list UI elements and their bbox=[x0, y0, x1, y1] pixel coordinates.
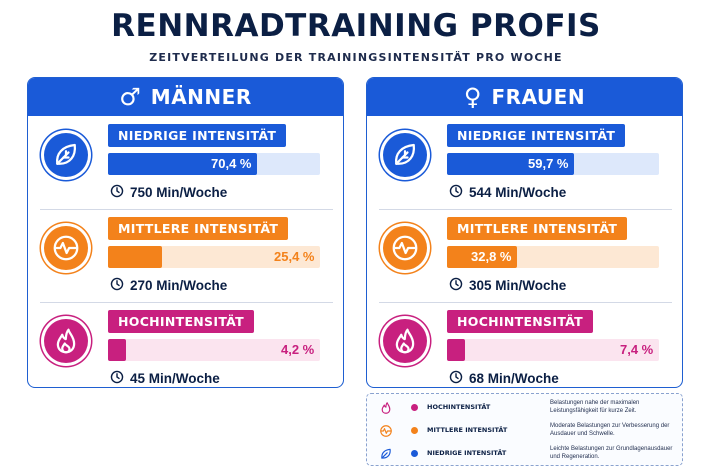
minutes-per-week: 305 Min/Woche bbox=[449, 277, 566, 294]
female-symbol-icon: ♀ bbox=[463, 83, 482, 111]
intensity-label: NIEDRIGE INTENSITÄT bbox=[447, 124, 626, 147]
leaf-icon bbox=[383, 133, 427, 177]
minutes-per-week: 544 Min/Woche bbox=[449, 184, 566, 201]
legend-item-low: NIEDRIGE INTENSITÄT Leichte Belastungen z… bbox=[367, 443, 684, 465]
minutes-text: 544 Min/Woche bbox=[469, 185, 567, 200]
legend-name: NIEDRIGE INTENSITÄT bbox=[427, 449, 507, 457]
intensity-row-low: NIEDRIGE INTENSITÄT 70,4 % 750 Min/Woche bbox=[28, 118, 343, 208]
bar-track: 4,2 % bbox=[108, 339, 320, 361]
bar-fill bbox=[447, 153, 574, 175]
minutes-text: 270 Min/Woche bbox=[130, 278, 228, 293]
minutes-text: 305 Min/Woche bbox=[469, 278, 567, 293]
clock-icon bbox=[110, 277, 124, 294]
bar-track: 32,8 % bbox=[447, 246, 659, 268]
pulse-icon bbox=[44, 226, 88, 270]
intensity-label: NIEDRIGE INTENSITÄT bbox=[108, 124, 287, 147]
percent-label: 32,8 % bbox=[471, 249, 512, 264]
panel-header: ♂ MÄNNER bbox=[28, 78, 343, 116]
intensity-label: MITTLERE INTENSITÄT bbox=[108, 217, 289, 240]
bar-fill bbox=[108, 153, 257, 175]
chart-title: RENNRADTRAINING PROFIS bbox=[111, 8, 601, 44]
clock-icon bbox=[449, 277, 463, 294]
bar-fill bbox=[447, 246, 517, 268]
percent-label: 25,4 % bbox=[274, 249, 315, 264]
intensity-row-mid: MITTLERE INTENSITÄT 32,8 % 305 Min/Woche bbox=[367, 211, 682, 301]
panel-frauen: ♀ FRAUEN NIEDRIGE INTENSITÄT 59,7 % 544 Mi… bbox=[366, 77, 683, 388]
panel-maenner: ♂ MÄNNER NIEDRIGE INTENSITÄT 70,4 % 750 Mi… bbox=[27, 77, 344, 388]
percent-label: 4,2 % bbox=[281, 342, 315, 357]
bar-fill bbox=[108, 339, 126, 361]
row-divider bbox=[379, 209, 672, 210]
panel-title: MÄNNER bbox=[150, 85, 252, 109]
minutes-text: 68 Min/Woche bbox=[469, 371, 559, 386]
intensity-label: MITTLERE INTENSITÄT bbox=[447, 217, 628, 240]
pulse-icon bbox=[377, 422, 395, 440]
row-divider bbox=[379, 302, 672, 303]
male-symbol-icon: ♂ bbox=[119, 83, 141, 111]
legend-description: Belastungen nahe der maximalen Leistungs… bbox=[550, 400, 640, 414]
flame-icon bbox=[377, 399, 395, 417]
legend-item-high: HOCHINTENSITÄT Belastungen nahe der maxim… bbox=[367, 397, 684, 419]
intensity-row-high: HOCHINTENSITÄT 7,4 % 68 Min/Woche bbox=[367, 304, 682, 387]
row-divider bbox=[40, 209, 333, 210]
minutes-per-week: 270 Min/Woche bbox=[110, 277, 227, 294]
minutes-text: 45 Min/Woche bbox=[130, 371, 220, 386]
intensity-row-high: HOCHINTENSITÄT 4,2 % 45 Min/Woche bbox=[28, 304, 343, 387]
bar-track: 25,4 % bbox=[108, 246, 320, 268]
flame-icon bbox=[383, 319, 427, 363]
legend: HOCHINTENSITÄT Belastungen nahe der maxim… bbox=[366, 393, 683, 466]
clock-icon bbox=[110, 370, 124, 387]
percent-label: 59,7 % bbox=[528, 156, 569, 171]
pulse-icon bbox=[383, 226, 427, 270]
legend-name: MITTLERE INTENSITÄT bbox=[427, 426, 508, 434]
minutes-per-week: 68 Min/Woche bbox=[449, 370, 559, 387]
chart-subtitle: ZEITVERTEILUNG DER TRAININGSINTENSITÄT P… bbox=[149, 51, 563, 64]
bar-track: 59,7 % bbox=[447, 153, 659, 175]
bar-track: 7,4 % bbox=[447, 339, 659, 361]
minutes-per-week: 750 Min/Woche bbox=[110, 184, 227, 201]
bar-fill bbox=[447, 339, 465, 361]
legend-dot bbox=[411, 404, 418, 411]
panel-title: FRAUEN bbox=[491, 85, 586, 109]
intensity-row-mid: MITTLERE INTENSITÄT 25,4 % 270 Min/Woche bbox=[28, 211, 343, 301]
leaf-icon bbox=[377, 445, 395, 463]
bar-track: 70,4 % bbox=[108, 153, 320, 175]
legend-dot bbox=[411, 450, 418, 457]
minutes-text: 750 Min/Woche bbox=[130, 185, 228, 200]
legend-dot bbox=[411, 427, 418, 434]
leaf-icon bbox=[44, 133, 88, 177]
panel-header: ♀ FRAUEN bbox=[367, 78, 682, 116]
intensity-label: HOCHINTENSITÄT bbox=[447, 310, 594, 333]
intensity-row-low: NIEDRIGE INTENSITÄT 59,7 % 544 Min/Woche bbox=[367, 118, 682, 208]
percent-label: 7,4 % bbox=[620, 342, 654, 357]
row-divider bbox=[40, 302, 333, 303]
legend-description: Moderate Belastungen zur Verbesserung de… bbox=[550, 423, 670, 437]
clock-icon bbox=[449, 370, 463, 387]
clock-icon bbox=[110, 184, 124, 201]
bar-fill bbox=[108, 246, 162, 268]
legend-description: Leichte Belastungen zur Grundlagenausdau… bbox=[550, 446, 673, 460]
minutes-per-week: 45 Min/Woche bbox=[110, 370, 220, 387]
clock-icon bbox=[449, 184, 463, 201]
flame-icon bbox=[44, 319, 88, 363]
legend-name: HOCHINTENSITÄT bbox=[427, 403, 491, 411]
percent-label: 70,4 % bbox=[211, 156, 252, 171]
intensity-label: HOCHINTENSITÄT bbox=[108, 310, 255, 333]
legend-item-mid: MITTLERE INTENSITÄT Moderate Belastungen … bbox=[367, 420, 684, 442]
